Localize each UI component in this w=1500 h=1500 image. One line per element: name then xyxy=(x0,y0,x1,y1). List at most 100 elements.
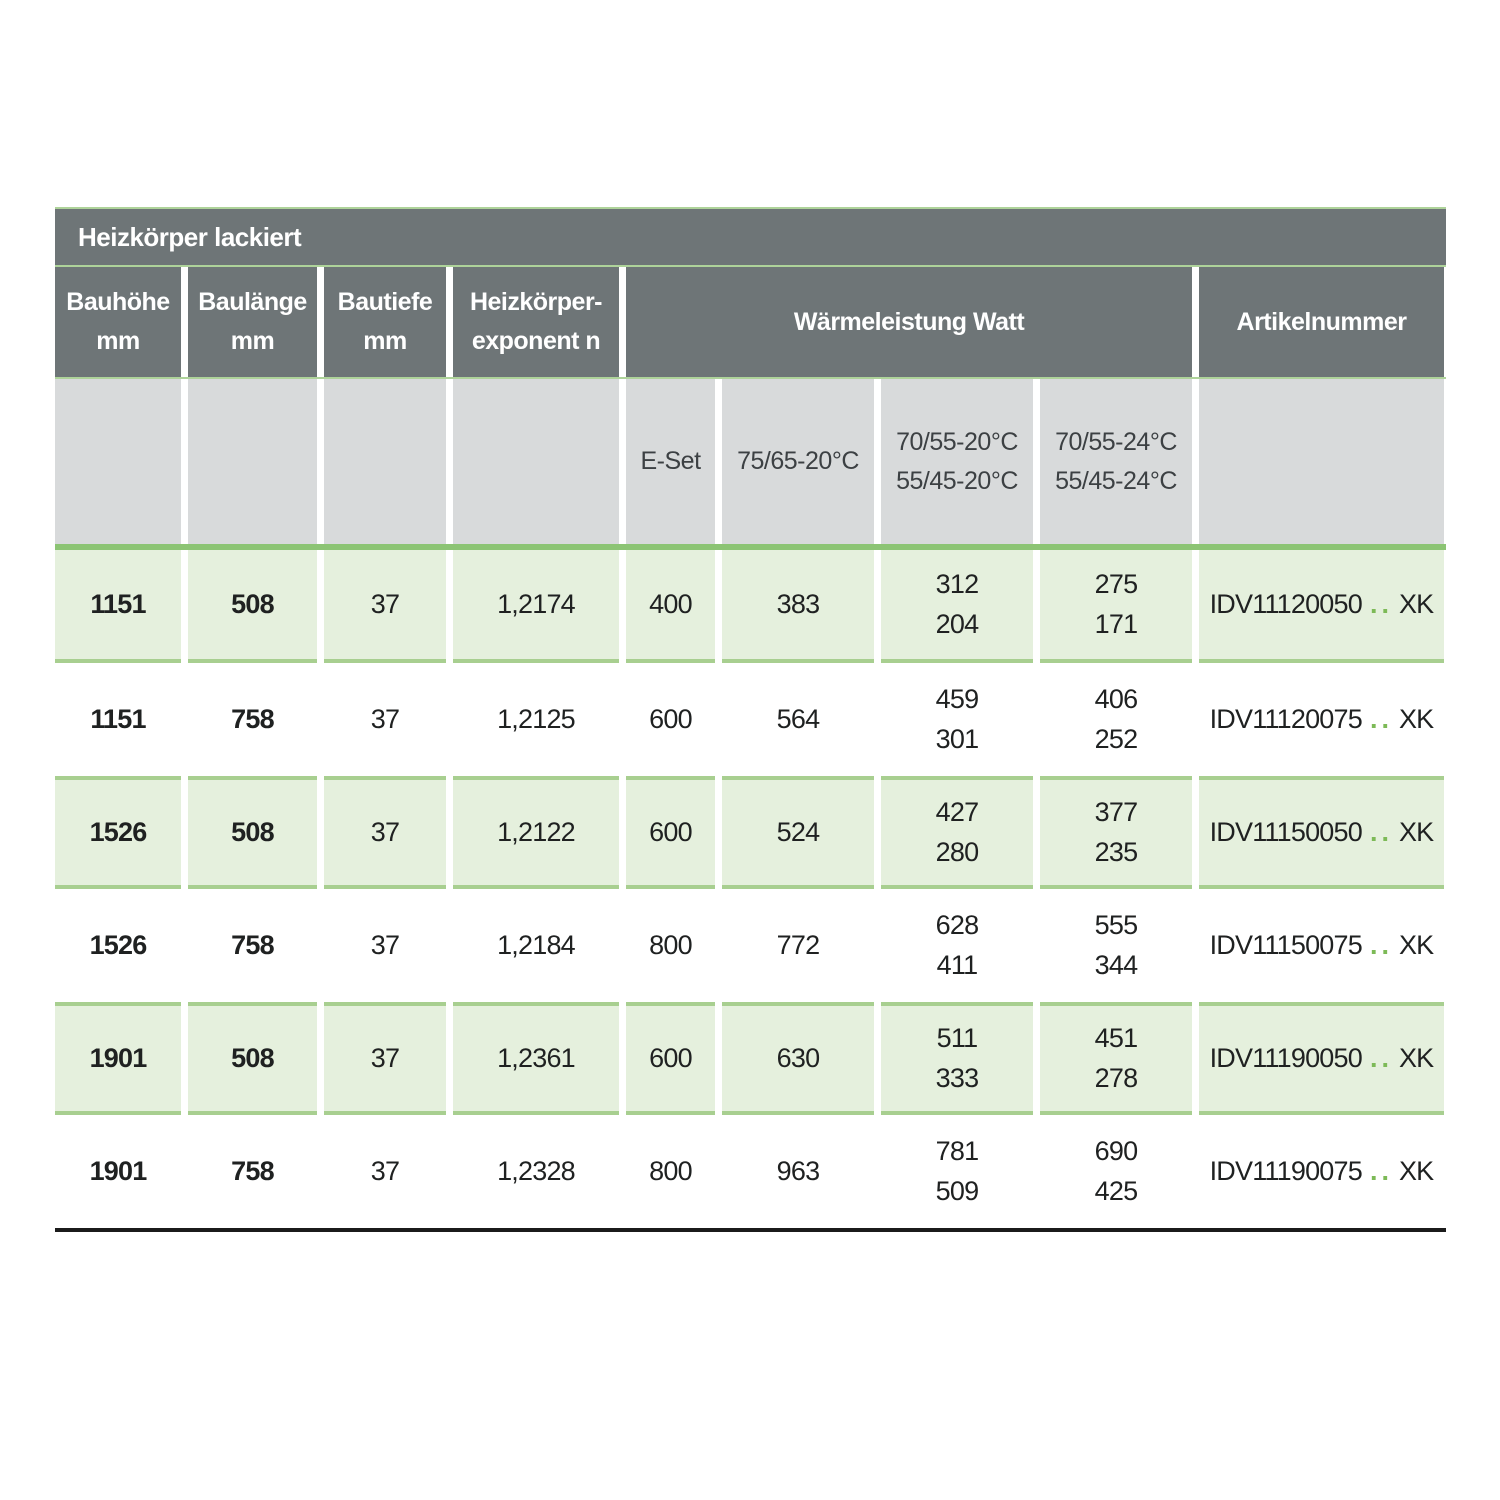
cell-bautiefe: 37 xyxy=(324,663,446,776)
cell-watt-24c: 406 252 xyxy=(1040,663,1192,776)
subheader-20c: 70/55-20°C 55/45-20°C xyxy=(881,379,1033,544)
bautiefe-value: 37 xyxy=(370,929,400,960)
exponent-value: 1,2125 xyxy=(497,703,576,734)
subheader-empty-exponent xyxy=(453,379,619,544)
exponent-value: 1,2184 xyxy=(497,929,576,960)
subheader-data-green-separator xyxy=(55,544,1446,550)
cell-bauhoehe: 1526 xyxy=(55,776,181,889)
header-waermeleistung-group: Wärmeleistung Watt xyxy=(626,267,1192,377)
table-title: Heizkörper lackiert xyxy=(78,221,302,252)
watt-20c-low: 411 xyxy=(936,949,978,980)
cell-watt-20c: 427 280 xyxy=(881,776,1033,889)
cell-bauhoehe: 1901 xyxy=(55,1002,181,1115)
cell-bauhoehe: 1526 xyxy=(55,889,181,1002)
artikel-prefix: IDV11190075 xyxy=(1209,1155,1363,1186)
bauhoehe-value: 1901 xyxy=(89,1155,148,1186)
artikel-suffix: XK xyxy=(1398,1042,1434,1073)
artikel-prefix: IDV11120075 xyxy=(1209,703,1363,734)
header-subheader-green-rule xyxy=(55,377,1446,379)
watt-7565-value: 524 xyxy=(776,816,820,847)
table-row: 1151 508 37 1,2174 400 383 312 204 275 1… xyxy=(55,550,1446,663)
watt-20c-high: 312 xyxy=(935,569,979,600)
cell-baulaenge: 758 xyxy=(188,889,317,1002)
baulaenge-value: 508 xyxy=(231,816,274,847)
eset-value: 800 xyxy=(649,1155,692,1186)
exponent-value: 1,2328 xyxy=(497,1155,576,1186)
cell-exponent: 1,2361 xyxy=(453,1002,619,1115)
bautiefe-value: 37 xyxy=(370,1155,400,1186)
artikel-dots: .. xyxy=(1369,703,1393,734)
bautiefe-value: 37 xyxy=(370,588,400,619)
cell-watt-7565: 564 xyxy=(722,663,874,776)
bautiefe-value: 37 xyxy=(370,703,400,734)
cell-baulaenge: 508 xyxy=(188,550,317,663)
table-row: 1526 758 37 1,2184 800 772 628 411 555 3… xyxy=(55,889,1446,1002)
watt-7565-value: 630 xyxy=(776,1042,820,1073)
eset-value: 800 xyxy=(649,929,692,960)
baulaenge-value: 758 xyxy=(231,929,274,960)
table-row: 1151 758 37 1,2125 600 564 459 301 406 2… xyxy=(55,663,1446,776)
exponent-value: 1,2174 xyxy=(497,588,576,619)
bautiefe-value: 37 xyxy=(370,1042,400,1073)
cell-bautiefe: 37 xyxy=(324,550,446,663)
cell-exponent: 1,2328 xyxy=(453,1115,619,1228)
artikel-suffix: XK xyxy=(1398,816,1434,847)
subheader-empty-baulaenge xyxy=(188,379,317,544)
subheader-eset: E-Set xyxy=(626,379,715,544)
bauhoehe-value: 1901 xyxy=(89,1042,148,1073)
header-bauhoehe-line1: Bauhöhe xyxy=(66,288,170,317)
watt-7565-value: 564 xyxy=(776,703,820,734)
subheader-7565: 75/65-20°C xyxy=(722,379,874,544)
header-exponent-line1: Heizkörper- xyxy=(469,288,603,317)
table-title-band: Heizkörper lackiert xyxy=(55,209,1446,265)
bauhoehe-value: 1526 xyxy=(89,929,148,960)
table-row: 1901 758 37 1,2328 800 963 781 509 690 4… xyxy=(55,1115,1446,1228)
watt-24c-low: 252 xyxy=(1094,723,1138,754)
artikel-prefix: IDV11150075 xyxy=(1209,929,1363,960)
artikel-prefix: IDV11150050 xyxy=(1209,816,1363,847)
header-baulaenge: Baulänge mm xyxy=(188,267,317,377)
watt-24c-high: 377 xyxy=(1094,797,1138,828)
artikel-dots: .. xyxy=(1369,1042,1393,1073)
header-baulaenge-line2: mm xyxy=(230,327,275,355)
cell-watt-20c: 312 204 xyxy=(881,550,1033,663)
artikel-suffix: XK xyxy=(1398,1155,1434,1186)
cell-watt-7565: 963 xyxy=(722,1115,874,1228)
title-header-green-rule xyxy=(55,265,1446,267)
cell-watt-24c: 555 344 xyxy=(1040,889,1192,1002)
artikelnummer-value: IDV11190075.. XK xyxy=(1209,1152,1435,1191)
watt-20c-high: 781 xyxy=(935,1136,979,1167)
baulaenge-value: 508 xyxy=(231,1042,274,1073)
cell-artikelnummer: IDV11120050.. XK xyxy=(1199,550,1444,663)
artikel-dots: .. xyxy=(1369,929,1393,960)
header-artikelnummer: Artikelnummer xyxy=(1199,267,1444,377)
artikel-prefix: IDV11190050 xyxy=(1209,1042,1363,1073)
cell-watt-24c: 451 278 xyxy=(1040,1002,1192,1115)
artikel-suffix: XK xyxy=(1398,703,1434,734)
header-bautiefe-line1: Bautiefe xyxy=(337,288,433,317)
cell-baulaenge: 758 xyxy=(188,663,317,776)
cell-bauhoehe: 1901 xyxy=(55,1115,181,1228)
header-bauhoehe: Bauhöhe mm xyxy=(55,267,181,377)
cell-watt-20c: 459 301 xyxy=(881,663,1033,776)
watt-20c-low: 509 xyxy=(935,1175,979,1206)
header-exponent: Heizkörper- exponent n xyxy=(453,267,619,377)
watt-20c-high: 459 xyxy=(935,684,979,715)
watt-24c-low: 171 xyxy=(1094,608,1138,639)
table-body: 1151 508 37 1,2174 400 383 312 204 275 1… xyxy=(55,550,1446,1228)
artikel-suffix: XK xyxy=(1398,929,1434,960)
header-baulaenge-line1: Baulänge xyxy=(198,288,307,317)
cell-watt-20c: 511 333 xyxy=(881,1002,1033,1115)
subheader-empty-artikel xyxy=(1199,379,1444,544)
bottom-black-rule xyxy=(55,1228,1446,1232)
cell-baulaenge: 508 xyxy=(188,1002,317,1115)
column-header-row: Bauhöhe mm Baulänge mm Bautiefe mm Heizk… xyxy=(55,267,1446,377)
header-artikelnummer-label: Artikelnummer xyxy=(1236,307,1407,336)
bautiefe-value: 37 xyxy=(370,816,400,847)
cell-watt-20c: 628 411 xyxy=(881,889,1033,1002)
cell-artikelnummer: IDV11120075.. XK xyxy=(1199,663,1444,776)
subheader-20c-line2: 55/45-20°C xyxy=(896,466,1018,495)
subheader-24c-line2: 55/45-24°C xyxy=(1055,466,1177,495)
artikel-dots: .. xyxy=(1369,588,1393,619)
artikelnummer-value: IDV11120050.. XK xyxy=(1210,585,1435,624)
